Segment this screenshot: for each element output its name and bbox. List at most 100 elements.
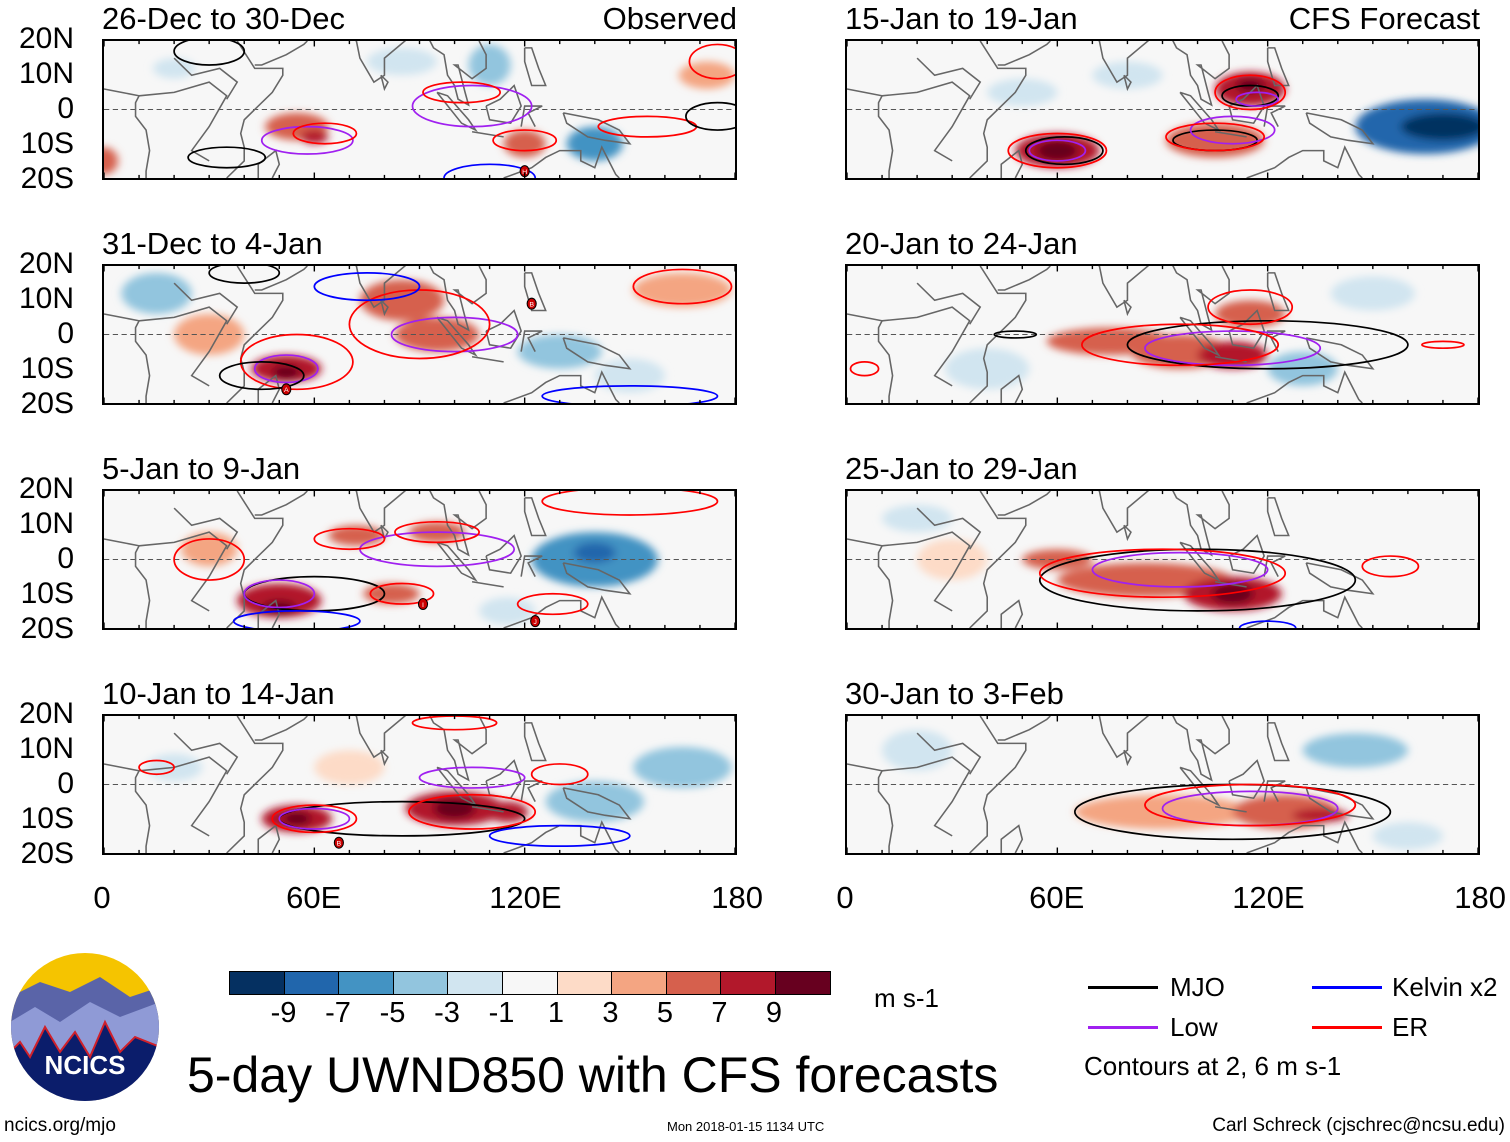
anomaly-region: [1074, 794, 1251, 830]
coastline: [503, 370, 620, 403]
panel-title: 25-Jan to 29-Jan: [845, 451, 1078, 486]
panel-title: 15-Jan to 19-Jan: [845, 1, 1078, 36]
lon-tick-label: 120E: [1232, 880, 1305, 915]
coastline: [1098, 266, 1230, 332]
low-contour: [1189, 115, 1276, 145]
coastline: [1214, 806, 1247, 813]
map-panel: [845, 264, 1480, 405]
anomaly-region: [882, 729, 953, 771]
lat-tick-label: 10N: [18, 732, 74, 765]
legend-label-er: ER: [1392, 1012, 1429, 1042]
anomaly-region: [314, 750, 385, 785]
storm-marker: B: [526, 297, 537, 310]
coastline: [847, 313, 894, 403]
coastline: [997, 716, 1051, 741]
footer-url[interactable]: ncics.org/mjo: [4, 1115, 116, 1136]
lat-tick-label: 20S: [20, 612, 74, 645]
low-contour: [1091, 551, 1269, 588]
coastline: [1098, 41, 1230, 107]
lat-tick-label: 10S: [20, 802, 74, 835]
er-contour: [173, 538, 246, 581]
panel-title: 20-Jan to 24-Jan: [845, 226, 1078, 261]
map-panel: [845, 489, 1480, 630]
coastline: [523, 497, 547, 537]
anomaly-region: [237, 583, 322, 618]
coastline: [138, 306, 228, 387]
coastline: [520, 555, 543, 577]
coastline: [503, 145, 620, 178]
mjo-contour: [685, 101, 735, 131]
lat-tick-label: 10S: [20, 127, 74, 160]
lat-tick-label: 0: [57, 92, 74, 125]
svg-text:NCICS: NCICS: [45, 1050, 126, 1080]
er-contour: [541, 491, 719, 516]
coastline: [355, 716, 487, 782]
mjo-contour: [173, 41, 246, 66]
coastline: [881, 756, 971, 837]
footer-author: Carl Schreck (cjschrec@ncsu.edu): [1212, 1115, 1505, 1136]
map-panel: [845, 714, 1480, 855]
lat-tick-label: 0: [57, 317, 74, 350]
coastline: [436, 766, 478, 808]
coastline: [1000, 149, 1024, 178]
lat-tick-label: 20N: [18, 697, 74, 730]
anomaly-region: [917, 538, 988, 581]
low-contour: [243, 579, 316, 609]
anomaly-region: [566, 126, 623, 161]
anomaly-region: [486, 801, 529, 823]
coastline: [1000, 374, 1024, 403]
coastline: [997, 491, 1051, 516]
lat-tick-label: 10N: [18, 57, 74, 90]
low-contour: [260, 125, 354, 155]
coastline: [173, 732, 239, 775]
lat-tick-label: 0: [57, 542, 74, 575]
anomaly-region: [545, 781, 644, 823]
mjo-contour: [1126, 319, 1409, 370]
colorbar-units: m s-1: [874, 983, 939, 1013]
coastline: [520, 780, 543, 802]
anomaly-region: [503, 130, 546, 158]
storm-marker: I: [417, 598, 429, 611]
coastline: [1000, 599, 1024, 628]
coastline: [1098, 716, 1230, 782]
coastline: [138, 81, 228, 162]
colorbar-swatch: [775, 972, 830, 994]
legend-line-mjo: [1088, 986, 1158, 989]
coastline: [1228, 759, 1266, 800]
coastline: [226, 41, 284, 178]
colorbar-swatch: [502, 972, 558, 994]
coastline: [104, 763, 151, 853]
colorbar-swatch: [448, 972, 503, 994]
lat-tick-label: 20N: [18, 247, 74, 280]
coastline: [1246, 820, 1363, 853]
svg-text:B: B: [337, 841, 342, 848]
coastline: [562, 562, 632, 595]
er-contour: [1038, 548, 1287, 599]
coastline: [380, 299, 389, 317]
er-contour: [1165, 122, 1266, 152]
storm-marker: B: [333, 836, 344, 849]
panel-title: 31-Dec to 4-Jan: [102, 226, 323, 261]
anomaly-region: [633, 746, 732, 788]
kelvin-contour: [232, 610, 361, 628]
coastline: [969, 491, 1027, 628]
anomaly-region: [363, 583, 420, 605]
er-contour: [1080, 323, 1280, 367]
lat-tick-label: 20N: [18, 472, 74, 505]
panel-tag: Observed: [602, 1, 737, 36]
er-contour: [1421, 340, 1465, 350]
anomaly-region: [282, 811, 311, 826]
map-panel: H: [102, 39, 737, 180]
coastline: [436, 316, 478, 358]
er-contour: [313, 527, 386, 551]
lon-tick-label: 60E: [286, 880, 342, 915]
colorbar-tick-label: -9: [270, 997, 297, 1029]
coastline: [485, 309, 523, 350]
er-contour: [422, 81, 502, 104]
colorbar-tick-label: 1: [547, 997, 565, 1029]
coastline: [523, 272, 547, 312]
coastline: [173, 282, 239, 325]
coastline: [254, 716, 308, 741]
coastline: [881, 306, 971, 387]
coastline: [503, 820, 620, 853]
